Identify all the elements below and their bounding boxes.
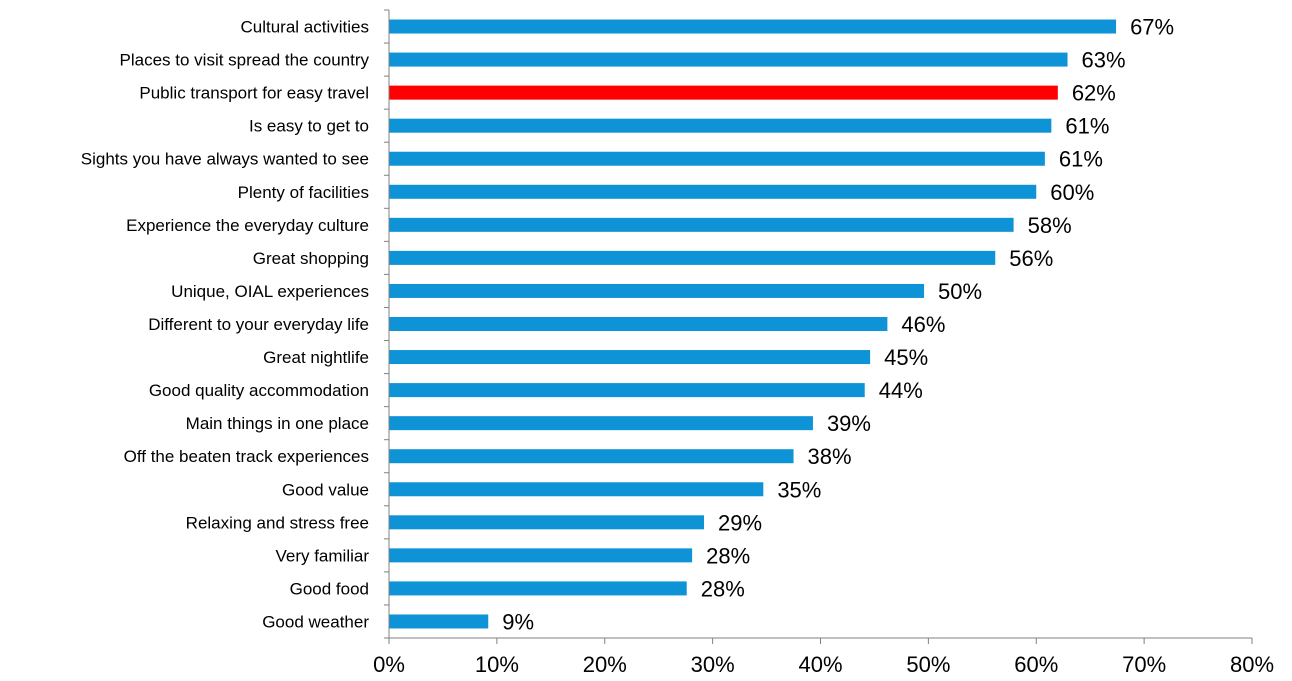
bar-15 xyxy=(389,515,704,530)
category-label: Great nightlife xyxy=(263,348,369,367)
value-label: 45% xyxy=(884,345,928,370)
bar-12 xyxy=(389,416,813,431)
value-label: 28% xyxy=(706,543,750,568)
bar-0 xyxy=(389,19,1117,34)
bar-9 xyxy=(389,317,888,331)
category-label: Very familiar xyxy=(275,546,369,565)
value-label: 35% xyxy=(777,477,821,502)
bar-14 xyxy=(389,482,764,497)
category-label: Good weather xyxy=(262,612,369,631)
bar-16 xyxy=(389,548,693,563)
category-label: Public transport for easy travel xyxy=(139,84,369,103)
axes-group xyxy=(384,9,1253,644)
value-label: 39% xyxy=(827,411,871,436)
category-label: Is easy to get to xyxy=(249,117,369,136)
x-tick-label: 70% xyxy=(1122,652,1166,677)
category-label: Different to your everyday life xyxy=(148,315,369,334)
x-tick-label: 30% xyxy=(691,652,735,677)
category-label: Unique, OIAL experiences xyxy=(171,282,369,301)
category-label: Good quality accommodation xyxy=(149,381,369,400)
value-label: 61% xyxy=(1065,114,1109,139)
value-label: 9% xyxy=(502,609,534,634)
category-label: Relaxing and stress free xyxy=(186,513,369,532)
bar-17 xyxy=(389,581,687,596)
bar-7 xyxy=(389,250,996,265)
x-tick-label: 40% xyxy=(798,652,842,677)
category-label: Main things in one place xyxy=(186,414,369,433)
x-tick-label: 20% xyxy=(583,652,627,677)
bar-4 xyxy=(389,151,1045,166)
value-label: 44% xyxy=(879,378,923,403)
x-tick-label: 60% xyxy=(1014,652,1058,677)
value-label: 62% xyxy=(1072,81,1116,106)
x-tick-label: 0% xyxy=(373,652,405,677)
value-label: 60% xyxy=(1050,180,1094,205)
value-label: 28% xyxy=(701,576,745,601)
category-label: Sights you have always wanted to see xyxy=(81,150,369,169)
bars-group xyxy=(389,19,1117,629)
labels-group: Cultural activities 67% Places to visit sp… xyxy=(81,15,1274,677)
category-label: Good value xyxy=(282,480,369,499)
value-label: 63% xyxy=(1082,48,1126,73)
bar-1 xyxy=(389,52,1068,67)
bar-6 xyxy=(389,217,1014,232)
value-label: 61% xyxy=(1059,147,1103,172)
category-label: Places to visit spread the country xyxy=(120,51,370,70)
value-label: 67% xyxy=(1130,15,1174,40)
bar-10 xyxy=(389,350,871,365)
category-label: Experience the everyday culture xyxy=(126,216,369,235)
bar-2 xyxy=(389,85,1058,100)
category-label: Off the beaten track experiences xyxy=(124,447,369,466)
value-label: 38% xyxy=(808,444,852,469)
category-label: Great shopping xyxy=(253,249,369,268)
bar-18 xyxy=(389,614,489,629)
value-label: 29% xyxy=(718,510,762,535)
bar-3 xyxy=(389,118,1052,133)
category-label: Plenty of facilities xyxy=(238,183,369,202)
bar-11 xyxy=(389,383,865,398)
x-tick-label: 10% xyxy=(475,652,519,677)
x-tick-label: 50% xyxy=(906,652,950,677)
value-label: 50% xyxy=(938,279,982,304)
bar-5 xyxy=(389,184,1037,199)
x-tick-label: 80% xyxy=(1230,652,1274,677)
value-label: 56% xyxy=(1009,246,1053,271)
bar-13 xyxy=(389,449,794,464)
category-label: Good food xyxy=(290,579,369,598)
category-label: Cultural activities xyxy=(241,18,370,37)
value-label: 58% xyxy=(1028,213,1072,238)
bar-8 xyxy=(389,283,925,298)
value-label: 46% xyxy=(901,312,945,337)
